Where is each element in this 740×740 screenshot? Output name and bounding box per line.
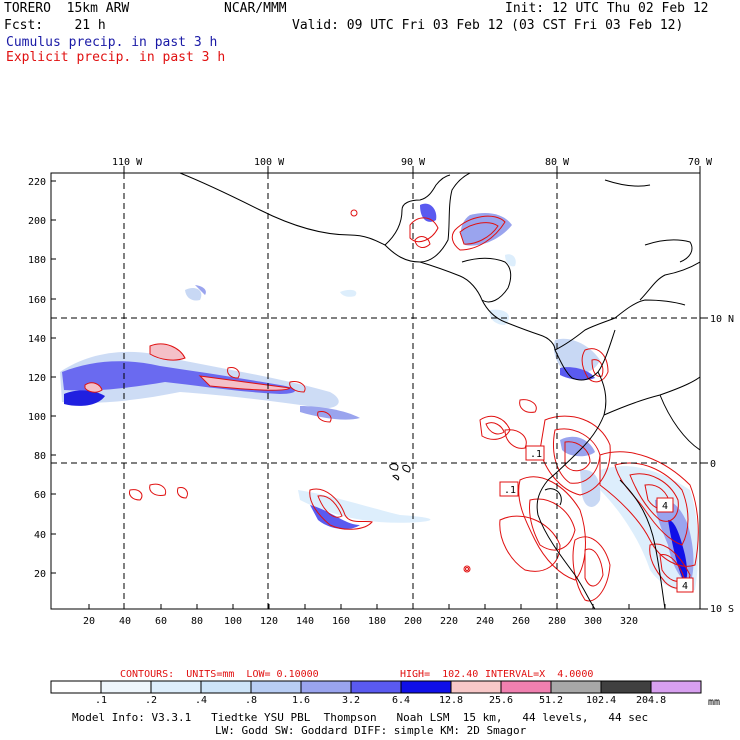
axis-ticks	[51, 180, 666, 609]
lon-labels: 110 W 100 W 90 W 80 W 70 W	[112, 157, 713, 168]
lon-ticks	[123, 166, 708, 610]
contour-box-label: 4	[662, 501, 668, 512]
colorbar-label: 6.4	[391, 695, 411, 706]
lon-label: 110 W	[112, 157, 143, 168]
colorbar-label: 1.6	[291, 695, 311, 706]
x-tick-label: 60	[155, 616, 167, 627]
y-tick-label: 180	[28, 255, 46, 266]
x-tick-label: 100	[224, 616, 242, 627]
x-tick-label: 240	[476, 616, 494, 627]
y-tick-label: 20	[34, 569, 46, 580]
x-tick-label: 160	[332, 616, 350, 627]
colorbar-label: .1	[94, 695, 108, 706]
contour-box-label: 4	[682, 581, 688, 592]
colorbar-label: .2	[144, 695, 158, 706]
contour-info: CONTOURS: UNITS=mm LOW= 0.10000	[120, 669, 319, 680]
x-tick-label: 120	[260, 616, 278, 627]
y-tick-label: 200	[28, 216, 46, 227]
colorbar-swatch	[50, 680, 102, 694]
valid-time: Valid: 09 UTC Fri 03 Feb 12 (03 CST Fri …	[292, 18, 684, 33]
colorbar-label: 25.6	[488, 695, 514, 706]
y-tick-label: 40	[34, 530, 46, 541]
lon-label: 100 W	[254, 157, 285, 168]
colorbar-label: 204.8	[636, 695, 667, 706]
colorbar-swatch	[400, 680, 452, 694]
x-tick-label: 80	[191, 616, 203, 627]
y-tick-label: 160	[28, 295, 46, 306]
x-tick-label: 20	[83, 616, 95, 627]
colorbar-swatch	[300, 680, 352, 694]
graticule	[51, 173, 700, 609]
x-tick-label: 200	[404, 616, 422, 627]
cumulus-precip-areas	[60, 203, 699, 592]
lon-label: 70 W	[688, 157, 713, 168]
model-title: TORERO 15km ARW	[4, 1, 130, 16]
org-label: NCAR/MMM	[224, 1, 287, 16]
contour-interval: INTERVAL=X 4.0000	[485, 669, 594, 680]
x-tick-label: 140	[296, 616, 314, 627]
y-tick-label: 140	[28, 334, 46, 345]
y-tick-label: 80	[34, 451, 46, 462]
lon-label: 90 W	[401, 157, 426, 168]
lat-label: 10 S	[710, 604, 734, 615]
y-tick-label: 220	[28, 177, 46, 188]
x-tick-label: 280	[548, 616, 566, 627]
colorbar-label: 102.4	[586, 695, 617, 706]
colorbar-label: 51.2	[538, 695, 564, 706]
physics-info: LW: Godd SW: Goddard DIFF: simple KM: 2D…	[215, 724, 527, 737]
contour-box-label: .1	[530, 449, 542, 460]
lon-label: 80 W	[545, 157, 570, 168]
colorbar-label: 12.8	[438, 695, 464, 706]
x-tick-label: 40	[119, 616, 131, 627]
colorbar-label: .4	[194, 695, 208, 706]
colorbar-swatch	[200, 680, 252, 694]
model-info: Model Info: V3.3.1 Tiedtke YSU PBL Thomp…	[72, 711, 649, 724]
x-tick-label: 300	[584, 616, 602, 627]
colorbar-swatch	[450, 680, 502, 694]
y-tick-label: 120	[28, 373, 46, 384]
y-tick-labels: 220 200 180 160 140 120 100 80 60 40 20	[28, 177, 46, 580]
colorbar-swatch	[150, 680, 202, 694]
y-tick-label: 60	[34, 490, 46, 501]
lat-labels: 10 N 0 10 S	[710, 314, 734, 615]
colorbar-label: 3.2	[341, 695, 361, 706]
colorbar-label: .8	[244, 695, 258, 706]
colorbar-swatch	[250, 680, 302, 694]
cumulus-legend: Cumulus precip. in past 3 h	[6, 35, 218, 50]
explicit-legend: Explicit precip. in past 3 h	[6, 50, 226, 65]
x-tick-label: 180	[368, 616, 386, 627]
forecast-hour: Fcst: 21 h	[4, 18, 106, 33]
colorbar-swatch	[650, 680, 702, 694]
init-time: Init: 12 UTC Thu 02 Feb 12	[505, 1, 709, 16]
contour-label-boxes: .1 .1 4 4	[499, 445, 694, 593]
colorbar-swatch	[550, 680, 602, 694]
explicit-precip-contours	[129, 209, 699, 602]
colorbar-swatch	[100, 680, 152, 694]
lat-label: 0	[710, 459, 716, 470]
x-tick-labels: 20 40 60 80 100 120 140 160 180 200 220 …	[83, 616, 638, 627]
colorbar-swatch	[500, 680, 552, 694]
contour-box-label: .1	[504, 485, 516, 496]
x-tick-label: 260	[512, 616, 530, 627]
colorbar-swatch	[600, 680, 652, 694]
colorbar	[50, 680, 702, 694]
lat-label: 10 N	[710, 314, 734, 325]
contour-high: HIGH= 102.40	[400, 669, 479, 680]
x-tick-label: 220	[440, 616, 458, 627]
colorbar-swatch	[350, 680, 402, 694]
x-tick-label: 320	[620, 616, 638, 627]
colorbar-unit: mm	[708, 697, 721, 708]
y-tick-label: 100	[28, 412, 46, 423]
